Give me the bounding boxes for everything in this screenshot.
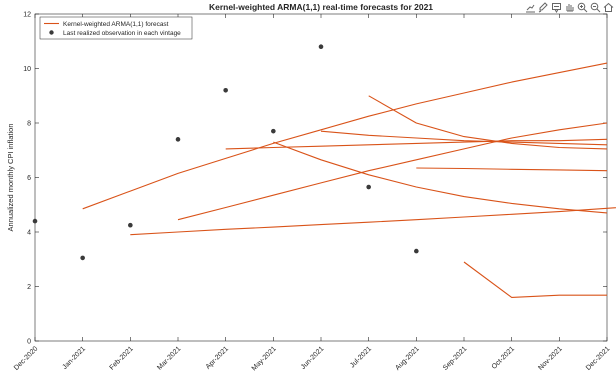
x-tick-label: May-2021 [251, 345, 278, 372]
x-tick-label: Mar-2021 [156, 345, 182, 371]
datatip-icon[interactable] [550, 1, 562, 13]
y-tick-label: 0 [27, 339, 31, 346]
x-tick-label: Jan-2021 [61, 345, 87, 371]
x-tick-label: Sep-2021 [442, 345, 468, 371]
export-icon[interactable] [524, 1, 536, 13]
observation-point-apr-2021 [223, 88, 228, 93]
forecast-line-apr-2021 [225, 138, 608, 150]
x-tick-label: Nov-2021 [537, 345, 563, 371]
forecast-line-may-2021 [273, 141, 608, 214]
axes-box [34, 13, 608, 342]
observation-point-jun-2021 [318, 44, 324, 49]
y-tick-label: 6 [27, 175, 31, 182]
legend: Kernel-weighted ARMA(1,1) forecast Last r… [39, 16, 193, 40]
y-tick-label: 8 [27, 121, 31, 128]
forecast-line-sep-2021 [463, 261, 607, 298]
observation-point-mar-2021 [175, 137, 181, 142]
observation-point-feb-2021 [128, 222, 133, 228]
forecast-line-jun-2021 [320, 130, 608, 146]
pan-icon[interactable] [563, 1, 575, 13]
legend-observation-label: Last realized observation in each vintag… [63, 30, 181, 37]
observation-point-may-2021 [271, 128, 276, 134]
home-icon[interactable] [602, 1, 614, 13]
zoom-out-icon[interactable] [589, 1, 601, 13]
forecast-line-feb-2021 [130, 207, 616, 236]
forecast-line-jan-2021 [82, 62, 608, 210]
forecast-line-jul-2021 [368, 95, 608, 150]
forecast-line-mar-2021 [177, 122, 608, 221]
observation-point-aug-2021 [414, 248, 419, 254]
axes-toolbar [524, 1, 614, 13]
x-tick-label: Dec-2021 [585, 345, 611, 371]
y-tick-label: 12 [23, 12, 31, 19]
zoom-in-icon[interactable] [576, 1, 588, 13]
observation-point-jan-2021 [80, 255, 85, 261]
x-tick-label: Jun-2021 [300, 345, 326, 371]
x-tick-label: Apr-2021 [205, 345, 230, 370]
x-tick-label: Oct-2021 [491, 345, 516, 370]
y-tick-label: 4 [27, 230, 31, 237]
legend-observation-swatch [49, 30, 54, 35]
legend-forecast-label: Kernel-weighted ARMA(1,1) forecast [63, 21, 169, 28]
legend-box [39, 16, 193, 40]
chart-title: Kernel-weighted ARMA(1,1) real-time fore… [209, 2, 433, 12]
y-tick-label: 10 [23, 66, 31, 73]
brush-icon[interactable] [537, 1, 549, 13]
y-axis-label: Annualized monthly CPI inflation [6, 124, 15, 232]
y-tick-label: 2 [27, 284, 31, 291]
observation-point-dec-2020 [32, 218, 38, 224]
x-tick-label: Feb-2021 [109, 345, 135, 371]
observation-point-jul-2021 [366, 184, 371, 190]
x-tick-label: Dec-2020 [13, 345, 39, 371]
forecast-line-aug-2021 [416, 167, 608, 172]
x-tick-label: Aug-2021 [394, 345, 420, 371]
x-tick-label: Jul-2021 [349, 345, 373, 369]
